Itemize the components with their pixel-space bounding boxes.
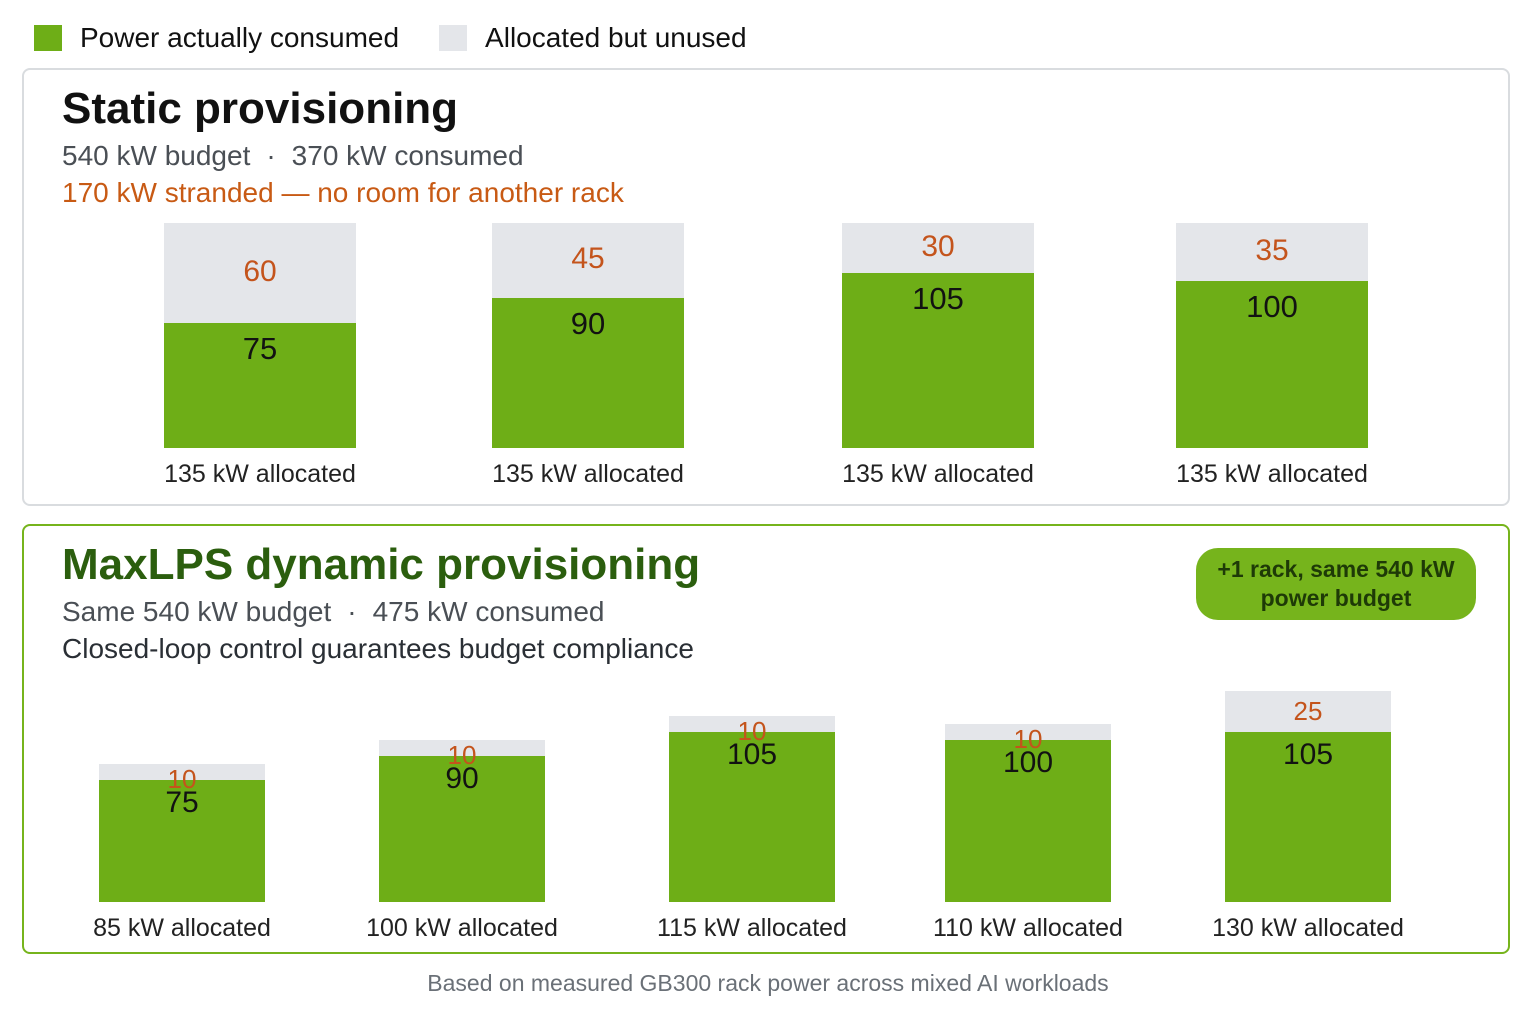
legend-label-consumed: Power actually consumed xyxy=(80,22,400,53)
rack-bar: 45 90 xyxy=(492,222,684,448)
footer-note: Based on measured GB300 rack power acros… xyxy=(427,970,1109,996)
rack-bar: 10 105 xyxy=(669,715,835,902)
unused-value-label: 25 xyxy=(1293,696,1323,727)
unused-segment xyxy=(669,715,835,732)
allocated-label: 135 kW allocated xyxy=(842,460,1034,488)
unused-segment xyxy=(1176,222,1368,281)
static-provisioning-panel: Static provisioning 540 kW budget · 370 kW… xyxy=(22,68,1510,506)
unused-segment xyxy=(164,222,356,323)
unused-value-label: 35 xyxy=(1255,233,1289,267)
allocated-label: 85 kW allocated xyxy=(93,914,271,942)
separator-dot: · xyxy=(347,596,357,627)
legend-swatch-consumed xyxy=(34,25,62,51)
consumed-value-label: 105 xyxy=(912,280,964,316)
unused-value-label: 10 xyxy=(447,740,477,770)
unused-segment xyxy=(1225,691,1391,732)
consumed-segment xyxy=(1225,731,1391,902)
allocated-label: 115 kW allocated xyxy=(657,914,847,942)
consumed-segment xyxy=(945,739,1111,902)
allocated-label: 130 kW allocated xyxy=(1212,914,1404,942)
rack-bar: 10 90 xyxy=(379,740,545,902)
allocated-label: 135 kW allocated xyxy=(164,460,356,488)
legend-item-consumed: Power actually consumed xyxy=(34,22,399,54)
rack-bar: 30 105 xyxy=(842,222,1034,448)
dynamic-budget: Same 540 kW budget xyxy=(62,596,332,627)
legend-label-unused: Allocated but unused xyxy=(485,22,747,53)
dynamic-panel-summary: Same 540 kW budget · 475 kW consumed xyxy=(62,596,605,628)
consumed-segment xyxy=(164,322,356,448)
legend: Power actually consumed Allocated but un… xyxy=(34,20,787,56)
rack-bar: 10 100 xyxy=(945,723,1111,902)
rack-bar: 35 100 xyxy=(1176,222,1368,448)
consumed-value-label: 90 xyxy=(570,305,606,341)
consumed-segment xyxy=(669,731,835,902)
extra-rack-badge: +1 rack, same 540 kW power budget xyxy=(1196,548,1476,620)
static-stranded-note: 170 kW stranded — no room for another ra… xyxy=(62,177,624,208)
dynamic-consumed: 475 kW consumed xyxy=(372,596,605,627)
consumed-value-label: 75 xyxy=(242,330,278,366)
consumed-value-label: 90 xyxy=(445,762,479,796)
allocated-label: 110 kW allocated xyxy=(933,914,1123,942)
consumed-segment xyxy=(379,756,545,902)
dynamic-compliance-note: Closed-loop control guarantees budget co… xyxy=(62,633,694,664)
unused-value-label: 30 xyxy=(921,229,955,263)
consumed-value-label: 105 xyxy=(1282,737,1334,771)
unused-value-label: 10 xyxy=(1013,723,1043,754)
dynamic-provisioning-panel: MaxLPS dynamic provisioning Same 540 kW … xyxy=(22,524,1510,954)
consumed-segment xyxy=(99,780,265,902)
unused-segment xyxy=(379,740,545,757)
consumed-value-label: 105 xyxy=(726,737,778,771)
legend-item-unused: Allocated but unused xyxy=(439,22,747,54)
static-consumed: 370 kW consumed xyxy=(291,140,524,171)
unused-segment xyxy=(99,764,265,781)
dynamic-panel-title: MaxLPS dynamic provisioning xyxy=(62,540,701,589)
allocated-label: 135 kW allocated xyxy=(492,460,684,488)
rack-bar: 10 75 xyxy=(99,764,265,902)
unused-value-label: 45 xyxy=(571,242,605,276)
unused-segment xyxy=(945,723,1111,740)
allocated-label: 100 kW allocated xyxy=(366,914,558,942)
consumed-segment xyxy=(1176,280,1368,448)
unused-value-label: 60 xyxy=(243,254,277,288)
consumed-segment xyxy=(842,272,1034,448)
consumed-segment xyxy=(492,297,684,448)
separator-dot: · xyxy=(266,140,276,171)
consumed-value-label: 75 xyxy=(165,786,199,820)
unused-segment xyxy=(842,222,1034,273)
unused-value-label: 10 xyxy=(737,715,767,746)
rack-bar: 25 105 xyxy=(1225,691,1391,902)
legend-swatch-unused xyxy=(439,25,468,51)
static-panel-title: Static provisioning xyxy=(62,84,459,133)
rack-bar: 60 75 xyxy=(164,222,356,448)
static-budget: 540 kW budget xyxy=(62,140,251,171)
allocated-label: 135 kW allocated xyxy=(1176,460,1368,488)
consumed-value-label: 100 xyxy=(1002,745,1054,779)
unused-segment xyxy=(492,222,684,298)
unused-value-label: 10 xyxy=(167,764,197,795)
static-panel-summary: 540 kW budget · 370 kW consumed xyxy=(62,140,524,172)
consumed-value-label: 100 xyxy=(1246,288,1298,324)
